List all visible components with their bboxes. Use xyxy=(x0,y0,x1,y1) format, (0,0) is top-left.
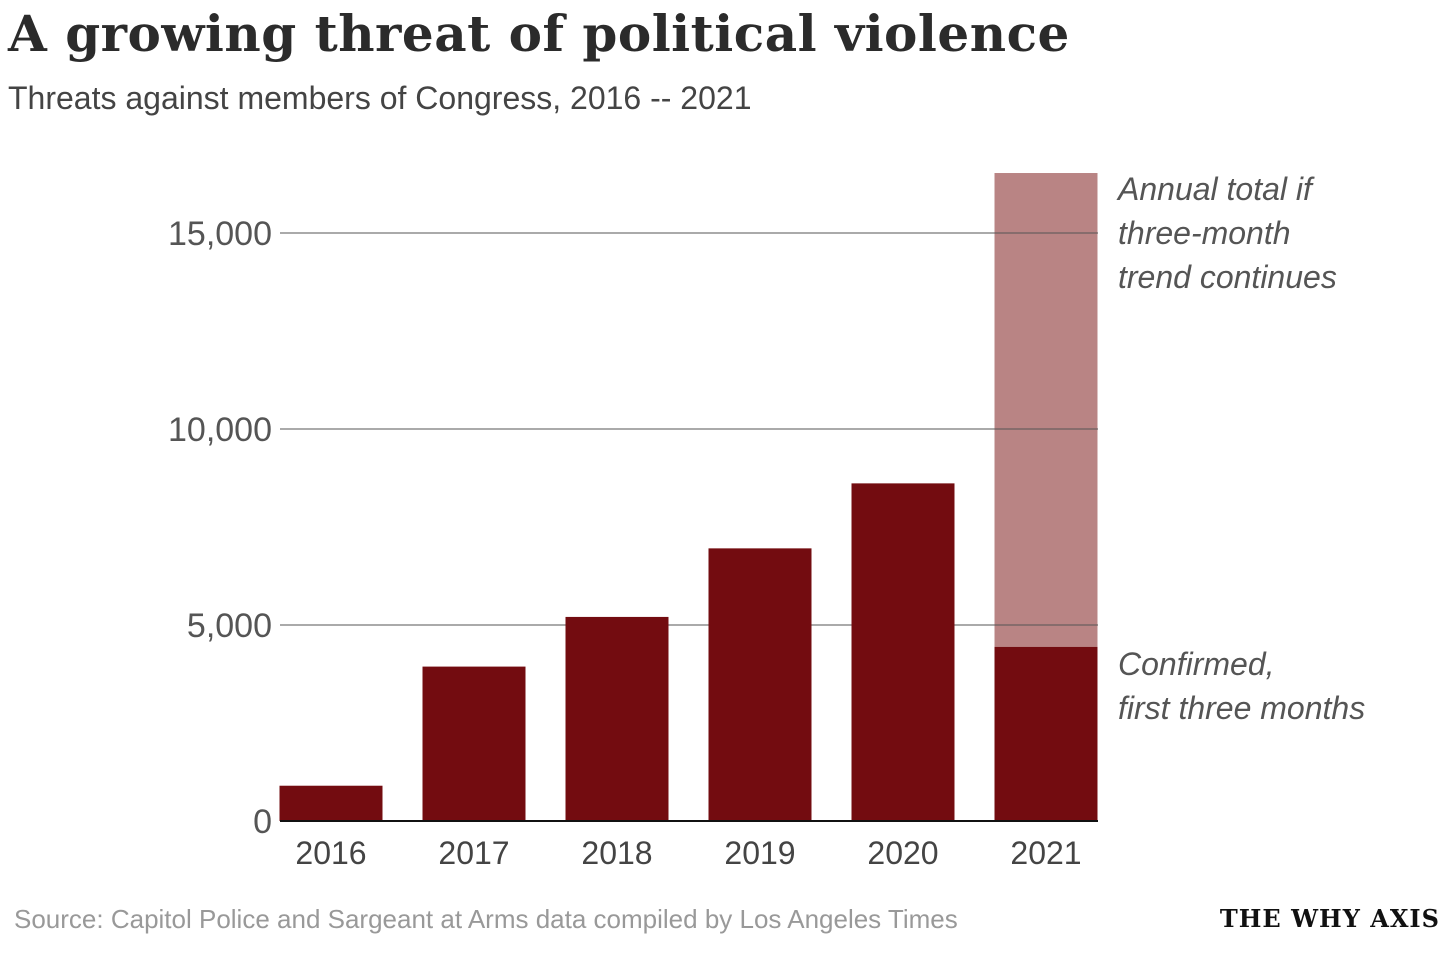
annotation-projected: trend continues xyxy=(1118,259,1337,295)
bar-confirmed-2018 xyxy=(565,616,669,821)
x-tick-label: 2018 xyxy=(581,835,652,871)
source-note: Source: Capitol Police and Sargeant at A… xyxy=(14,904,958,934)
annotation-confirmed: first three months xyxy=(1118,690,1365,726)
annotation-confirmed: Confirmed, xyxy=(1118,646,1275,682)
bar-confirmed-2021 xyxy=(994,646,1098,821)
x-tick-label: 2019 xyxy=(724,835,795,871)
annotation-projected: three-month xyxy=(1118,215,1291,251)
bar-confirmed-2020 xyxy=(851,483,955,821)
bar-confirmed-2016 xyxy=(279,785,383,821)
y-tick-label: 0 xyxy=(253,803,272,841)
x-tick-label: 2020 xyxy=(867,835,938,871)
bar-confirmed-2017 xyxy=(422,666,526,821)
x-tick-label: 2021 xyxy=(1010,835,1081,871)
brand-logo: THE WHY AXIS xyxy=(1219,904,1440,933)
annotation-projected: Annual total if xyxy=(1116,171,1315,207)
y-tick-label: 15,000 xyxy=(168,215,272,253)
chart-title: A growing threat of political violence xyxy=(8,4,1070,63)
x-tick-label: 2017 xyxy=(438,835,509,871)
chart-subtitle: Threats against members of Congress, 201… xyxy=(8,80,752,116)
y-tick-label: 10,000 xyxy=(168,411,272,449)
y-tick-label: 5,000 xyxy=(187,607,272,645)
bar-confirmed-2019 xyxy=(708,548,812,821)
x-tick-label: 2016 xyxy=(295,835,366,871)
